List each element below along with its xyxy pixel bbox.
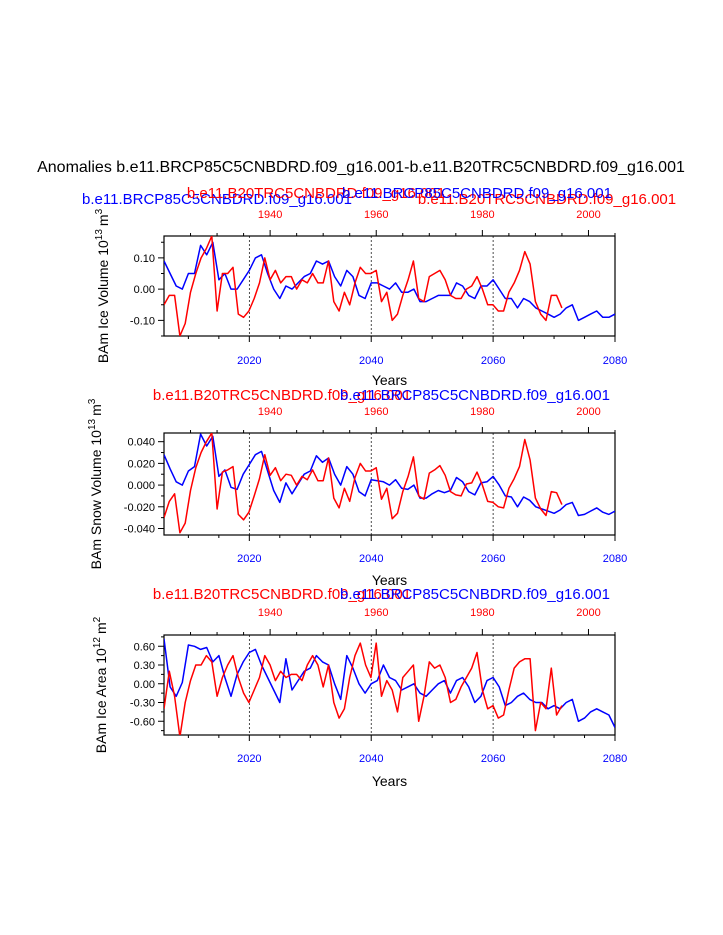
x-axis-title: Years xyxy=(372,572,407,588)
y-tick-label: 0.020 xyxy=(127,458,155,470)
legend-rcp-label-overlay: b.e11.BRCP85C5CNBDRD.f09_g16.001 xyxy=(342,185,612,202)
y-axis-title-unit-exponent: 3 xyxy=(94,208,105,214)
top-legend: b.e11.BRCP85C5CNBDRD.f09_g16.001 b.e11.B… xyxy=(82,185,676,208)
y-axis-title: BAm Ice Volume 1013 m3 xyxy=(94,208,111,363)
plot-frame xyxy=(163,634,616,736)
y-axis-title-unit-exponent: 3 xyxy=(87,398,98,404)
x-top-tick-label: 1980 xyxy=(470,607,494,619)
x-bottom-tick-label: 2080 xyxy=(603,753,627,765)
panel-snow-volume: 2020 2040 2060 2080 1940 1960 1980 2000 -0.040 -0… xyxy=(87,387,627,588)
y-tick-label: 0.040 xyxy=(127,437,155,449)
y-tick-label: 0.60 xyxy=(134,641,155,653)
series-line-20thc xyxy=(164,642,563,735)
panel-title-rcp: b.e11.BRCP85C5CNBDRD.f09_g16.001 xyxy=(340,586,610,603)
y-axis-title-exponent: 13 xyxy=(87,418,98,430)
y-tick-label: -0.60 xyxy=(130,716,155,728)
y-axis-title: BAm Ice Area 1012 m2 xyxy=(92,616,109,753)
y-tick-label: 0.00 xyxy=(134,679,155,691)
x-top-tick-label: 1960 xyxy=(364,209,388,221)
y-axis-title-exponent: 13 xyxy=(94,229,105,241)
x-top-tick-label: 1940 xyxy=(258,607,282,619)
x-bottom-tick-label: 2080 xyxy=(603,553,627,565)
x-axis-title: Years xyxy=(372,372,407,388)
x-bottom-tick-label: 2060 xyxy=(481,553,505,565)
x-top-tick-label: 2000 xyxy=(576,209,600,221)
y-tick-label: 0.10 xyxy=(134,253,155,265)
panel-title-rcp: b.e11.BRCP85C5CNBDRD.f09_g16.001 xyxy=(340,387,610,404)
main-title: Anomalies b.e11.BRCP85C5CNBDRD.f09_g16.0… xyxy=(37,159,685,176)
series-line-rcp85 xyxy=(164,241,615,322)
series-line-rcp85 xyxy=(164,638,615,728)
x-bottom-tick-label: 2040 xyxy=(359,355,383,367)
x-bottom-tick-label: 2060 xyxy=(481,355,505,367)
y-axis-title-unit: m xyxy=(93,622,109,634)
x-top-tick-label: 1960 xyxy=(364,607,388,619)
y-axis-title-base: BAm Snow Volume 10 xyxy=(88,430,104,570)
x-top-tick-label: 1960 xyxy=(364,406,388,418)
y-axis-title-base: BAm Ice Volume 10 xyxy=(95,240,111,363)
plot-frame xyxy=(163,235,616,337)
x-bottom-tick-label: 2040 xyxy=(359,753,383,765)
x-bottom-tick-label: 2020 xyxy=(237,553,261,565)
plot-frame xyxy=(163,432,616,536)
x-bottom-tick-label: 2080 xyxy=(603,355,627,367)
y-tick-label: 0.30 xyxy=(134,660,155,672)
y-axis-title-exponent: 12 xyxy=(92,637,103,649)
x-top-tick-label: 1980 xyxy=(470,406,494,418)
y-tick-label: 0.00 xyxy=(134,284,155,296)
series-line-20thc xyxy=(164,236,563,336)
y-tick-label: 0.000 xyxy=(127,480,155,492)
legend-rcp-label: b.e11.BRCP85C5CNBDRD.f09_g16.001 xyxy=(82,191,352,208)
panel-title-hist: b.e11.B20TRC5CNBDRD.f09_g16.001 xyxy=(153,387,411,404)
y-axis-title-base: BAm Ice Area 10 xyxy=(93,648,109,753)
x-bottom-tick-label: 2060 xyxy=(481,753,505,765)
y-tick-label: -0.10 xyxy=(130,315,155,327)
x-top-tick-label: 1980 xyxy=(470,209,494,221)
legend-hist-label-right: b.e11.B20TRC5CNBDRD.f09_g16.001 xyxy=(418,191,676,208)
y-tick-label: -0.040 xyxy=(124,523,155,535)
panel-title-hist: b.e11.B20TRC5CNBDRD.f09_g16.001 xyxy=(153,586,411,603)
series-line-20thc xyxy=(164,433,563,534)
x-bottom-tick-label: 2040 xyxy=(359,553,383,565)
x-bottom-tick-label: 2020 xyxy=(237,355,261,367)
y-tick-label: -0.30 xyxy=(130,698,155,710)
y-axis-title-unit: m xyxy=(88,404,104,416)
x-top-tick-label: 2000 xyxy=(576,607,600,619)
y-axis-title-unit-exponent: 2 xyxy=(92,616,103,622)
x-top-tick-label: 2000 xyxy=(576,406,600,418)
y-axis-title: BAm Snow Volume 1013 m3 xyxy=(87,398,104,569)
x-axis-title: Years xyxy=(372,773,407,789)
x-top-tick-label: 1940 xyxy=(258,406,282,418)
panel-ice-volume: 2020 2040 2060 2080 1940 1960 1980 2000 -0.10 0.0… xyxy=(94,208,627,388)
y-axis-title-unit: m xyxy=(95,214,111,226)
legend-hist-label-mid: b.e11.B20TRC5CNBDRD.f09_g16.001 xyxy=(187,185,445,202)
y-tick-label: -0.020 xyxy=(124,502,155,514)
x-top-tick-label: 1940 xyxy=(258,209,282,221)
x-bottom-tick-label: 2020 xyxy=(237,753,261,765)
panel-ice-area: 2020 2040 2060 2080 1940 1960 1980 2000 -0.60 -0.… xyxy=(92,586,627,789)
